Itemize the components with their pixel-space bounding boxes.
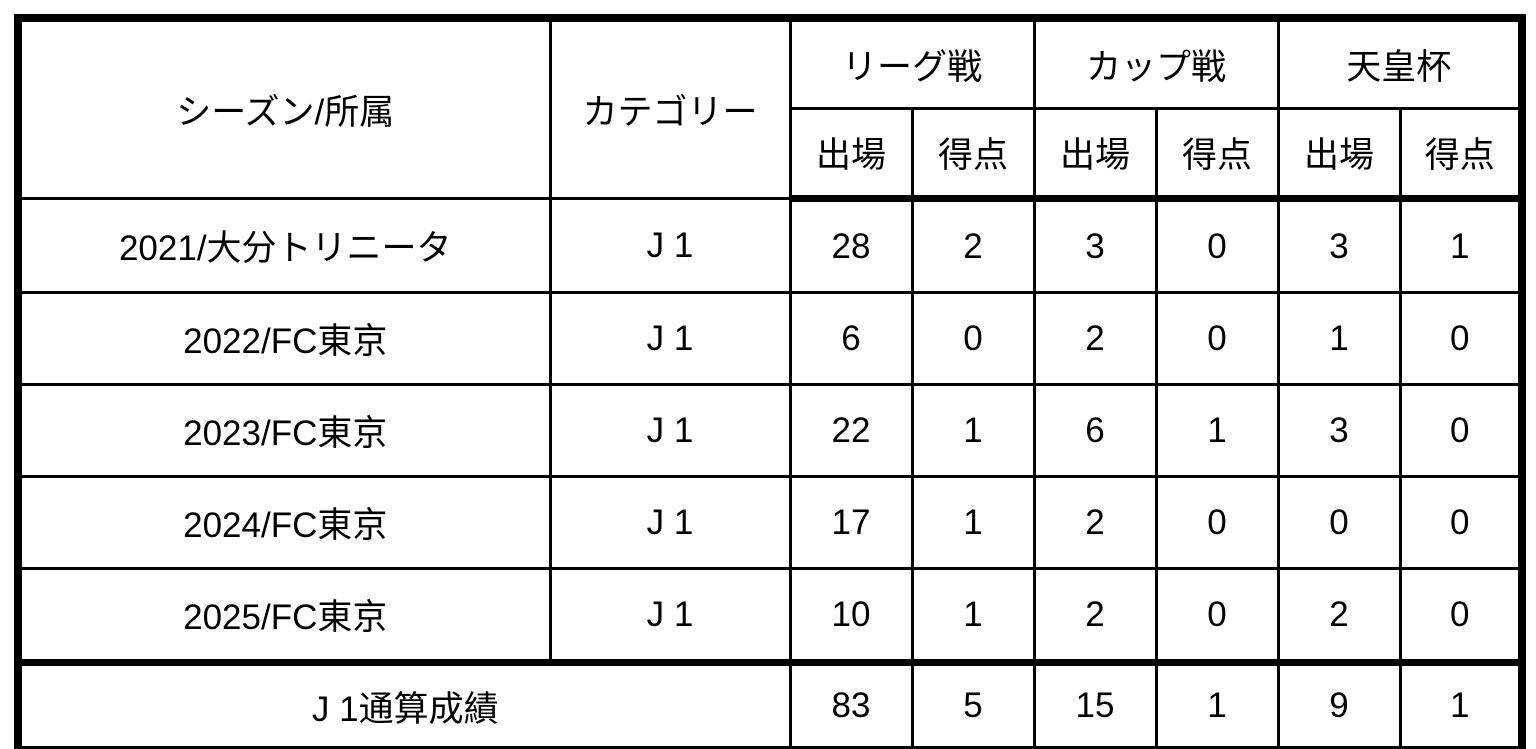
emperors-cup-goals-cell: 0	[1398, 475, 1524, 570]
league-apps-cell: 10	[788, 567, 914, 664]
cup-group-header: カップ戦	[1032, 16, 1280, 110]
cup-apps-cell: 2	[1032, 475, 1158, 570]
emperors-cup-goals-cell: 0	[1398, 567, 1524, 664]
emperors-cup-apps-cell: 3	[1276, 197, 1402, 294]
cup-goals-cell: 0	[1154, 291, 1280, 386]
season-cell: 2023/FC東京	[16, 383, 552, 478]
cup-apps-header: 出場	[1032, 107, 1158, 202]
cup-goals-header: 得点	[1154, 107, 1280, 202]
total-cup-apps-cell: 15	[1032, 659, 1158, 749]
league-apps-cell: 6	[788, 291, 914, 386]
league-goals-cell: 0	[910, 291, 1036, 386]
season-cell: 2021/大分トリニータ	[16, 197, 552, 294]
emperors-cup-apps-cell: 2	[1276, 567, 1402, 664]
league-apps-cell: 17	[788, 475, 914, 570]
league-goals-cell: 1	[910, 383, 1036, 478]
table-row-2021: 2021/大分トリニータ J 1 28 2 3 0 3 1	[16, 197, 1524, 294]
header-row-sub: 出場 得点 出場 得点 出場 得点	[18, 107, 1524, 202]
table-row-2022: 2022/FC東京 J 1 6 0 2 0 1 0	[16, 291, 1524, 386]
total-cup-goals-cell: 1	[1154, 659, 1280, 749]
cup-apps-cell: 2	[1032, 291, 1158, 386]
category-cell: J 1	[548, 197, 792, 294]
league-goals-cell: 1	[910, 567, 1036, 664]
season-cell: 2024/FC東京	[16, 475, 552, 570]
player-season-stats-table: シーズン/所属 カテゴリー リーグ戦 カップ戦 天皇杯 出場 得点 出場 得点 …	[14, 14, 1527, 749]
league-group-header: リーグ戦	[788, 16, 1036, 110]
career-total-label: J 1通算成績	[16, 659, 792, 749]
emperors-cup-goals-cell: 1	[1398, 197, 1524, 294]
league-goals-header: 得点	[910, 107, 1036, 202]
cup-apps-cell: 3	[1032, 197, 1158, 294]
category-cell: J 1	[548, 475, 792, 570]
category-cell: J 1	[548, 383, 792, 478]
league-apps-header: 出場	[788, 107, 914, 202]
header-row-groups: シーズン/所属 カテゴリー リーグ戦 カップ戦 天皇杯	[16, 16, 1524, 200]
league-goals-cell: 1	[910, 475, 1036, 570]
season-cell: 2022/FC東京	[16, 291, 552, 386]
emperors-cup-apps-cell: 0	[1276, 475, 1402, 570]
total-league-goals-cell: 5	[910, 659, 1036, 749]
league-goals-cell: 2	[910, 197, 1036, 294]
category-cell: J 1	[548, 291, 792, 386]
cup-goals-cell: 0	[1154, 197, 1280, 294]
league-apps-cell: 22	[788, 383, 914, 478]
table-row-2024: 2024/FC東京 J 1 17 1 2 0 0 0	[16, 475, 1524, 570]
table-row-2025: 2025/FC東京 J 1 10 1 2 0 2 0	[16, 567, 1524, 664]
category-column-header: カテゴリー	[548, 16, 792, 200]
emperors-cup-goals-header: 得点	[1398, 107, 1524, 202]
cup-goals-cell: 1	[1154, 383, 1280, 478]
total-emperors-cup-goals-cell: 1	[1398, 659, 1524, 749]
emperors-cup-goals-cell: 0	[1398, 291, 1524, 386]
cup-goals-cell: 0	[1154, 475, 1280, 570]
cup-apps-cell: 6	[1032, 383, 1158, 478]
cup-apps-cell: 2	[1032, 567, 1158, 664]
category-cell: J 1	[548, 567, 792, 664]
total-emperors-cup-apps-cell: 9	[1276, 659, 1402, 749]
total-league-apps-cell: 83	[788, 659, 914, 749]
emperors-cup-apps-cell: 3	[1276, 383, 1402, 478]
cup-goals-cell: 0	[1154, 567, 1280, 664]
emperors-cup-apps-header: 出場	[1276, 107, 1402, 202]
table-row-2023: 2023/FC東京 J 1 22 1 6 1 3 0	[16, 383, 1524, 478]
emperors-cup-goals-cell: 0	[1398, 383, 1524, 478]
season-column-header: シーズン/所属	[16, 16, 552, 200]
emperors-cup-apps-cell: 1	[1276, 291, 1402, 386]
season-cell: 2025/FC東京	[16, 567, 552, 664]
league-apps-cell: 28	[788, 197, 914, 294]
emperors-cup-group-header: 天皇杯	[1276, 16, 1524, 110]
table-row-total: J 1通算成績 83 5 15 1 9 1	[16, 659, 1524, 749]
